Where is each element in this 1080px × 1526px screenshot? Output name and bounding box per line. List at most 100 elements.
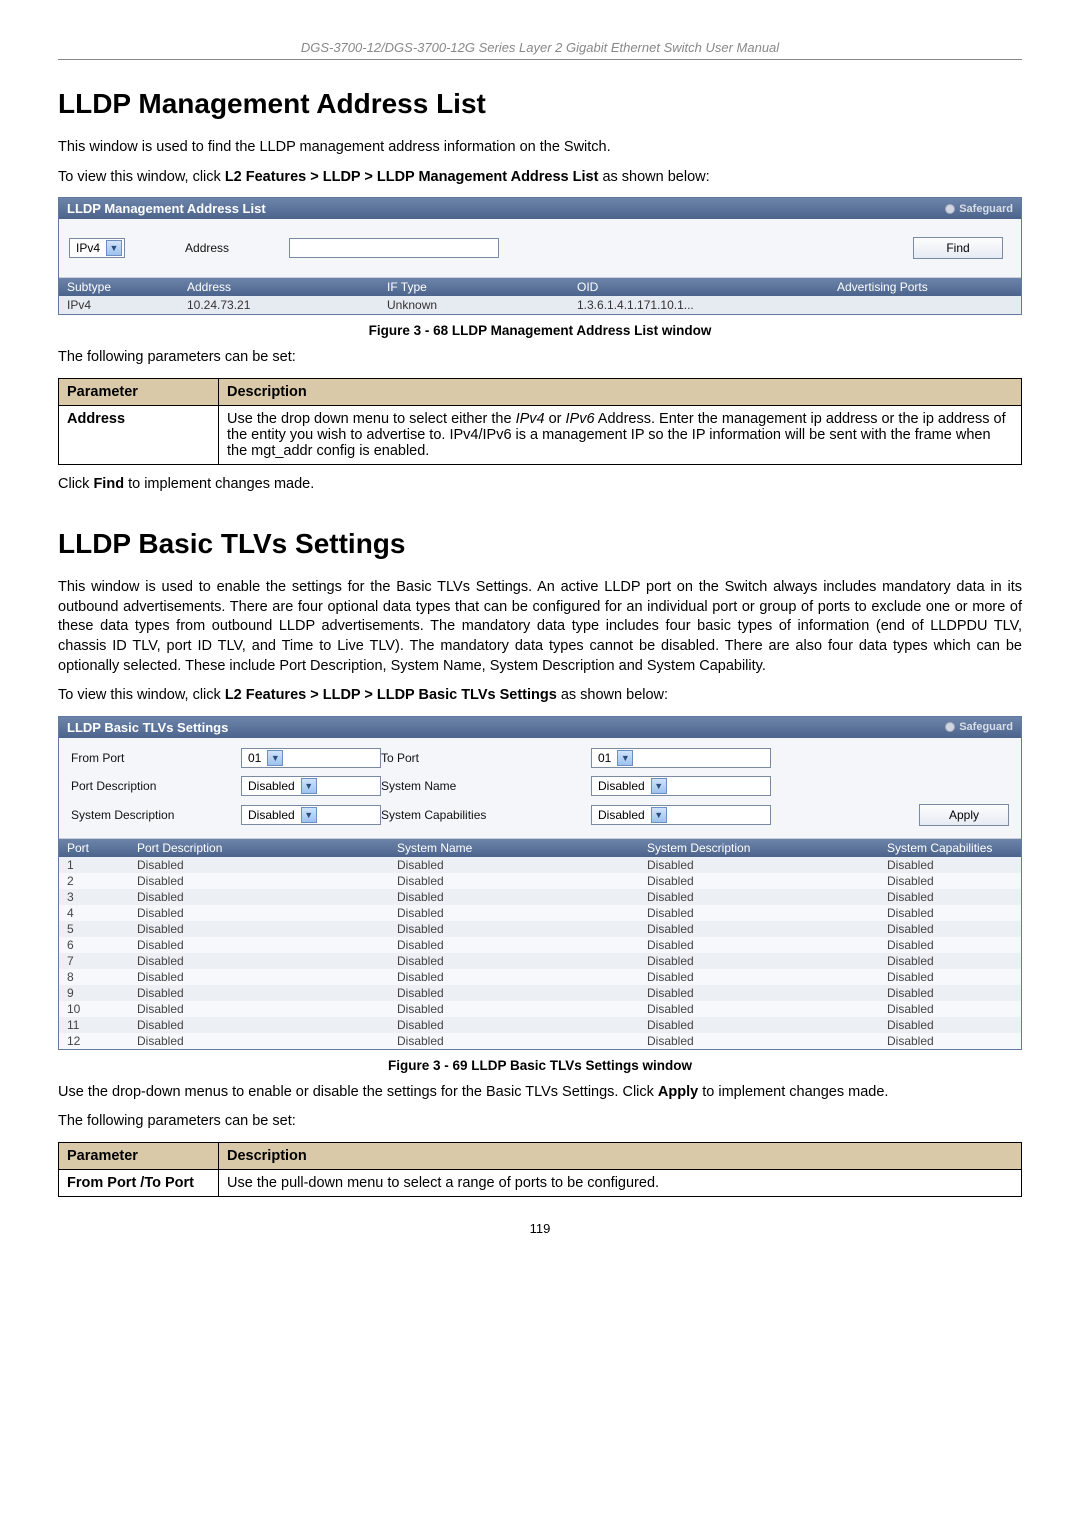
doc-header: DGS-3700-12/DGS-3700-12G Series Layer 2 … [58,40,1022,60]
address-label: Address [185,241,229,255]
col-oid: OID [577,280,837,294]
sys-name-label: System Name [381,779,591,793]
tlv-cell: 9 [67,986,137,1000]
param-name-address: Address [59,405,219,464]
tlv-panel-title: LLDP Basic TLVs Settings [67,720,228,735]
to-port-select[interactable]: 01 ▼ [591,748,771,768]
sys-cap-select[interactable]: Disabled ▼ [591,805,771,825]
tlv-table-row: 4DisabledDisabledDisabledDisabled [59,905,1021,921]
tlv-cell: Disabled [647,922,887,936]
tlv-cell: Disabled [397,1018,647,1032]
tlv-table-row: 9DisabledDisabledDisabledDisabled [59,985,1021,1001]
addr-panel-title: LLDP Management Address List [67,201,266,216]
chevron-down-icon: ▼ [106,240,122,256]
section1-post: Click Find to implement changes made. [58,475,1022,495]
tlv-cell: Disabled [137,874,397,888]
tlv-cell: Disabled [647,1034,887,1048]
tlv-cell: Disabled [137,970,397,984]
find-button[interactable]: Find [913,237,1003,259]
tlv-table-row: 1DisabledDisabledDisabledDisabled [59,857,1021,873]
tlv-panel-titlebar: LLDP Basic TLVs Settings Safeguard [59,717,1021,738]
section1-params-intro: The following parameters can be set: [58,348,1022,368]
addr-table-head: Subtype Address IF Type OID Advertising … [59,278,1021,296]
tlv-cell: Disabled [647,890,887,904]
sys-name-select[interactable]: Disabled ▼ [591,776,771,796]
tlv-table-row: 5DisabledDisabledDisabledDisabled [59,921,1021,937]
tlv-cell: Disabled [647,938,887,952]
section2-nav: To view this window, click L2 Features >… [58,686,1022,706]
tlv-cell: 2 [67,874,137,888]
param2-head-2: Description [219,1142,1022,1169]
desc-ipv4: IPv4 [516,411,545,427]
addr-type-value: IPv4 [76,241,100,255]
section2-post: Use the drop-down menus to enable or dis… [58,1083,1022,1103]
tlv-cell: Disabled [647,954,887,968]
cell-subtype: IPv4 [67,298,187,312]
nav-prefix: To view this window, click [58,169,225,185]
page-number: 119 [58,1221,1022,1236]
tlv-cell: Disabled [137,1002,397,1016]
addr-type-select[interactable]: IPv4 ▼ [69,238,125,258]
tlv-col-sysdesc: System Description [647,841,887,855]
chevron-down-icon: ▼ [651,807,667,823]
nav2-prefix: To view this window, click [58,687,225,703]
from-port-select[interactable]: 01 ▼ [241,748,381,768]
tlv-cell: 6 [67,938,137,952]
cell-address: 10.24.73.21 [187,298,387,312]
cell-advports [837,298,1013,312]
tlv-cell: Disabled [397,1002,647,1016]
tlv-cell: Disabled [137,906,397,920]
safeguard-icon [945,722,955,732]
port-desc-label: Port Description [71,779,241,793]
tlv-cell: Disabled [887,906,1013,920]
tlv-cell: Disabled [887,1034,1013,1048]
tlv-cell: Disabled [397,906,647,920]
param-desc-address: Use the drop down menu to select either … [219,405,1022,464]
tlv-cell: Disabled [397,986,647,1000]
tlv-cell: Disabled [397,1034,647,1048]
from-port-value: 01 [248,751,261,765]
tlv-cell: Disabled [397,858,647,872]
tlv-cell: 10 [67,1002,137,1016]
tlv-col-portdesc: Port Description [137,841,397,855]
section1-nav: To view this window, click L2 Features >… [58,168,1022,188]
post2-bold: Apply [658,1084,698,1100]
post-bold: Find [93,476,124,492]
port-desc-select[interactable]: Disabled ▼ [241,776,381,796]
post2-2: to implement changes made. [698,1084,888,1100]
addr-panel-titlebar: LLDP Management Address List Safeguard [59,198,1021,219]
tlv-cell: Disabled [887,922,1013,936]
section2-params-intro: The following parameters can be set: [58,1112,1022,1132]
tlv-table-head: Port Port Description System Name System… [59,839,1021,857]
tlv-cell: 7 [67,954,137,968]
tlv-cell: Disabled [137,986,397,1000]
col-advports: Advertising Ports [837,280,1013,294]
param-head-2: Description [219,378,1022,405]
tlv-cell: Disabled [647,858,887,872]
apply-button[interactable]: Apply [919,804,1009,826]
addr-table-row: IPv4 10.24.73.21 Unknown 1.3.6.1.4.1.171… [59,296,1021,314]
from-port-label: From Port [71,751,241,765]
addr-panel: LLDP Management Address List Safeguard I… [58,197,1022,315]
tlv-table-row: 6DisabledDisabledDisabledDisabled [59,937,1021,953]
sys-desc-select[interactable]: Disabled ▼ [241,805,381,825]
tlv-table-row: 10DisabledDisabledDisabledDisabled [59,1001,1021,1017]
tlv-cell: Disabled [137,938,397,952]
tlv-cell: Disabled [647,986,887,1000]
tlv-cell: Disabled [397,922,647,936]
tlv-cell: 1 [67,858,137,872]
tlv-cell: Disabled [887,986,1013,1000]
tlv-cell: Disabled [137,858,397,872]
cell-iftype: Unknown [387,298,577,312]
chevron-down-icon: ▼ [267,750,283,766]
section1-intro: This window is used to find the LLDP man… [58,138,1022,158]
tlv-cell: Disabled [887,938,1013,952]
tlv-panel: LLDP Basic TLVs Settings Safeguard From … [58,716,1022,1050]
sys-name-value: Disabled [598,779,645,793]
address-input[interactable] [289,238,499,258]
safeguard-badge: Safeguard [945,203,1013,215]
param-table-2: Parameter Description From Port /To Port… [58,1142,1022,1197]
figure-caption-2: Figure 3 - 69 LLDP Basic TLVs Settings w… [58,1058,1022,1073]
chevron-down-icon: ▼ [617,750,633,766]
tlv-controls: From Port 01 ▼ To Port 01 ▼ Port Descrip… [59,738,1021,839]
